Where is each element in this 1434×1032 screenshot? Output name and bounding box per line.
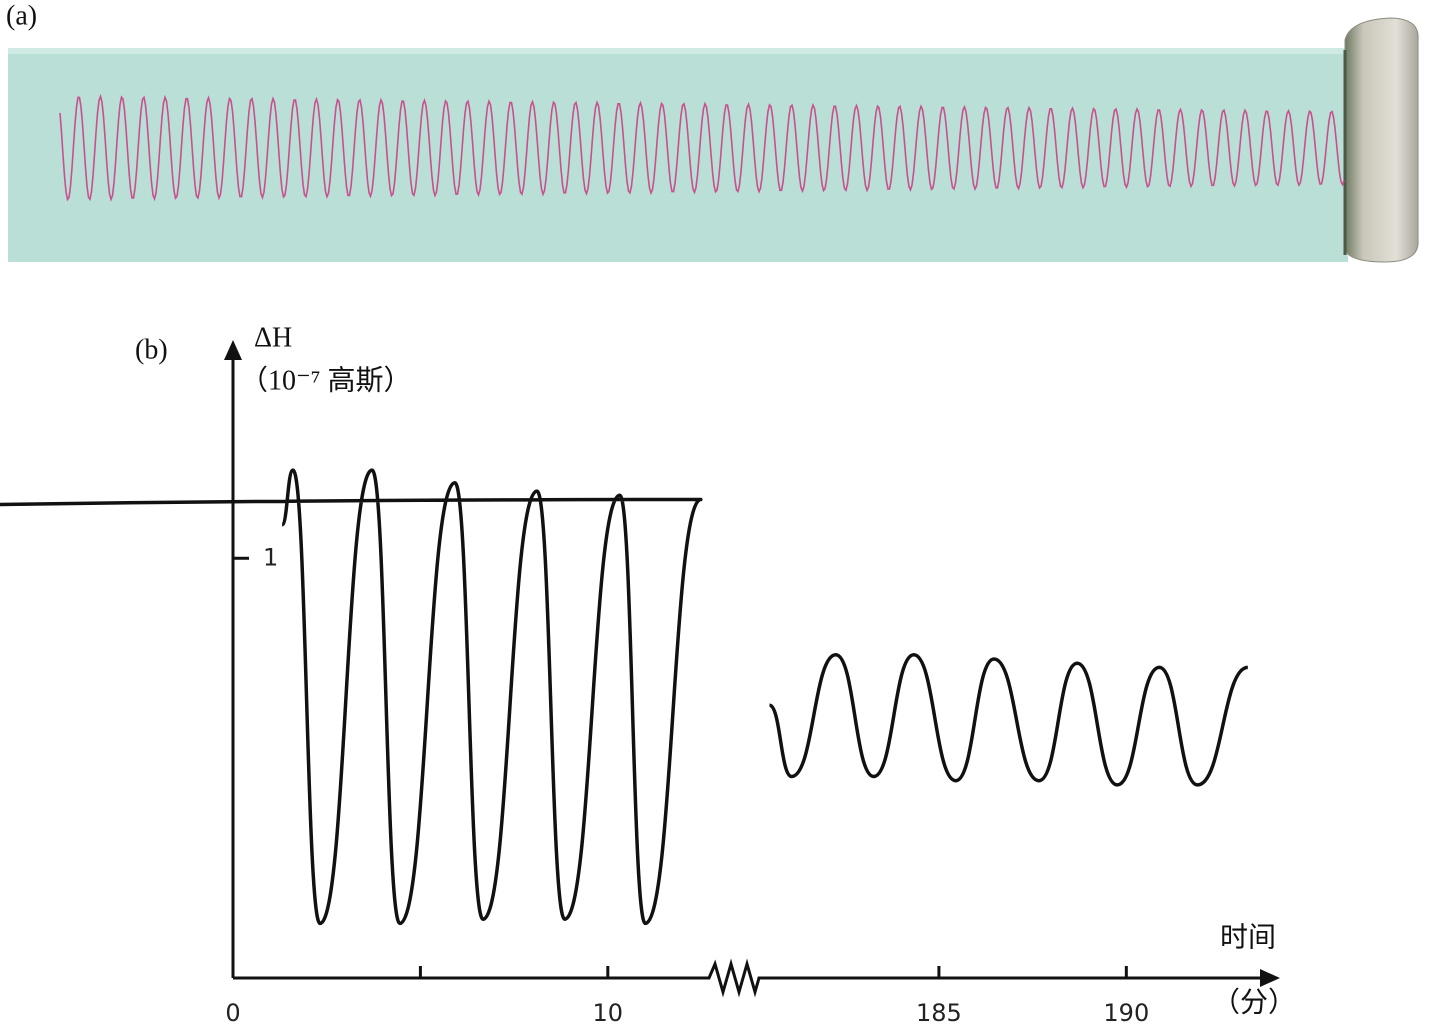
panel-label: (a): [6, 0, 37, 31]
y-axis-arrow: [224, 340, 242, 360]
strip-edge: [8, 48, 1348, 54]
y-axis-label: ΔH: [254, 322, 292, 353]
panel-label: (b): [135, 334, 168, 365]
x-tick-label: 190: [1103, 999, 1149, 1027]
x-axis-arrow: [1260, 969, 1280, 987]
strip-trace-group: [59, 93, 1345, 202]
y-tick-label: 1: [263, 543, 278, 571]
strip-trace: [59, 93, 1345, 202]
y-axis-unit: （10⁻⁷ 高斯）: [240, 364, 412, 396]
data-line: [0, 468, 703, 926]
x-axis: [233, 958, 1272, 998]
x-tick-label: 185: [916, 999, 962, 1027]
data-line: [768, 653, 1249, 787]
plot: 0 10 185 190 1: [0, 340, 1280, 1027]
paper-roll: [1344, 17, 1419, 263]
x-tick-label: 0: [225, 999, 240, 1027]
x-tick-label: 10: [593, 999, 624, 1027]
x-axis-label: 时间: [1220, 921, 1276, 953]
x-axis-unit: （分）: [1212, 986, 1296, 1018]
